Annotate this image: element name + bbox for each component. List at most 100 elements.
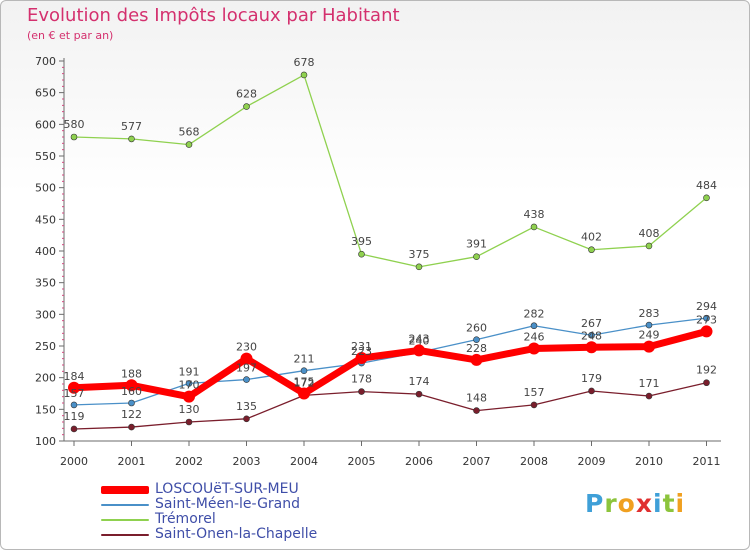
- data-label: 119: [64, 410, 85, 423]
- data-label: 160: [121, 385, 142, 398]
- data-label: 178: [351, 373, 372, 386]
- data-label: 192: [696, 364, 717, 377]
- data-label: 577: [121, 120, 142, 133]
- data-label: 395: [351, 235, 372, 248]
- data-point: [530, 401, 538, 409]
- data-point: [588, 331, 595, 339]
- data-point: [70, 425, 78, 433]
- data-point: [70, 401, 78, 409]
- data-label: 170: [179, 379, 200, 392]
- data-point: [588, 387, 595, 395]
- data-label: 172: [294, 376, 315, 389]
- legend-label: Saint-Onen-la-Chapelle: [155, 526, 318, 542]
- data-label: 294: [696, 300, 717, 313]
- data-point: [185, 141, 193, 148]
- data-point: [473, 407, 480, 414]
- legend-label: Trémorel: [155, 511, 216, 527]
- proxiti-logo: Proxiti: [585, 489, 685, 518]
- data-point: [585, 341, 598, 354]
- chart-title: Evolution des Impôts locaux par Habitant: [27, 5, 400, 26]
- logo-letter: o: [617, 489, 636, 518]
- data-label: 283: [639, 307, 660, 320]
- data-label: 179: [581, 372, 602, 385]
- x-tick-label: 2004: [290, 455, 318, 468]
- logo-letter: i: [653, 489, 663, 518]
- series-line-3: [73, 382, 708, 430]
- data-label: 240: [409, 334, 430, 347]
- data-label: 211: [294, 353, 315, 366]
- data-point: [128, 399, 135, 407]
- chart-subtitle: (en € et par an): [27, 29, 114, 42]
- x-tick-label: 2011: [693, 455, 721, 468]
- logo-letter: i: [675, 489, 686, 518]
- data-point: [298, 387, 310, 400]
- x-tick-label: 2009: [578, 455, 606, 468]
- data-label: 484: [696, 179, 717, 192]
- data-label: 249: [639, 329, 660, 342]
- data-point: [703, 194, 710, 202]
- data-point: [700, 325, 713, 338]
- series-line-0: [70, 327, 710, 401]
- y-tick-label: 400: [35, 245, 56, 258]
- data-label: 568: [179, 126, 200, 139]
- data-point: [528, 342, 540, 355]
- logo-letter: x: [635, 489, 653, 518]
- data-label: 230: [236, 341, 257, 354]
- logo-letter: P: [585, 489, 605, 518]
- data-point: [643, 340, 655, 353]
- data-label: 678: [294, 56, 315, 69]
- x-tick-label: 2007: [463, 455, 491, 468]
- x-tick-label: 2010: [635, 455, 663, 468]
- data-point: [415, 263, 423, 271]
- y-tick-label: 250: [35, 340, 56, 353]
- x-tick-label: 2005: [348, 455, 376, 468]
- data-label: 188: [121, 367, 142, 380]
- legend-swatch: [101, 519, 149, 521]
- logo-letter: r: [604, 489, 618, 518]
- x-tick-label: 2002: [175, 455, 203, 468]
- data-point: [703, 314, 710, 322]
- data-point: [185, 418, 193, 426]
- data-point: [300, 71, 308, 79]
- x-tick-label: 2001: [118, 455, 146, 468]
- data-label: 231: [351, 340, 372, 353]
- y-tick-label: 700: [35, 55, 56, 68]
- data-point: [243, 376, 250, 383]
- data-point: [530, 322, 538, 330]
- data-label: 223: [351, 345, 372, 358]
- data-point: [530, 223, 538, 231]
- y-tick-label: 350: [35, 277, 56, 290]
- data-label: 267: [581, 317, 602, 330]
- data-label: 157: [524, 386, 545, 399]
- data-label: 228: [466, 342, 487, 355]
- data-label: 260: [466, 322, 487, 335]
- y-tick-label: 450: [35, 213, 56, 226]
- data-point: [645, 242, 653, 250]
- data-point: [128, 423, 135, 431]
- y-tick-label: 100: [35, 435, 56, 448]
- data-label: 148: [466, 392, 487, 405]
- data-label: 243: [409, 332, 430, 345]
- data-label: 130: [179, 403, 200, 416]
- data-label: 135: [236, 400, 257, 413]
- legend-swatch: [101, 534, 149, 536]
- data-point: [415, 390, 423, 398]
- data-label: 171: [639, 377, 660, 390]
- data-point: [473, 336, 480, 343]
- data-label: 122: [121, 408, 142, 421]
- data-label: 248: [581, 329, 602, 342]
- data-label: 273: [696, 313, 717, 326]
- data-point: [185, 380, 193, 387]
- y-tick-label: 550: [35, 150, 56, 163]
- data-point: [68, 381, 80, 394]
- data-label: 184: [64, 370, 85, 383]
- x-tick-label: 2006: [405, 455, 433, 468]
- y-tick-label: 600: [35, 118, 56, 131]
- data-point: [128, 135, 135, 143]
- data-label: 157: [64, 387, 85, 400]
- data-point: [473, 253, 480, 260]
- data-label: 282: [524, 308, 545, 321]
- data-label: 408: [639, 227, 660, 240]
- series-line-2: [73, 74, 708, 268]
